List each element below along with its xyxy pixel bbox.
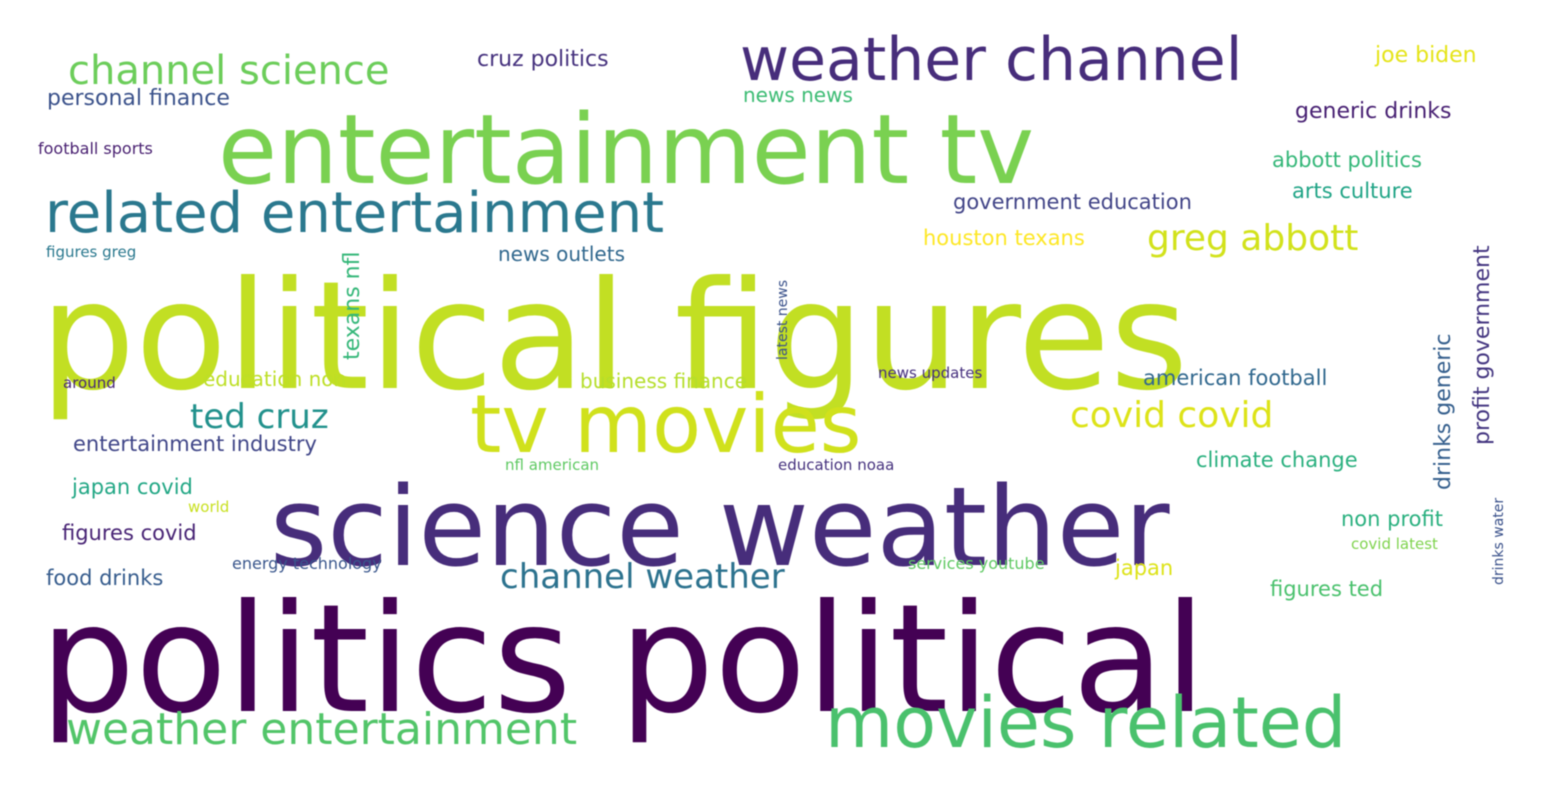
cloud-word: movies related — [825, 682, 1347, 764]
cloud-word: figures covid — [62, 521, 197, 545]
cloud-word: figures greg — [46, 243, 137, 261]
cloud-word: non profit — [1341, 507, 1443, 531]
cloud-word: texans nfl — [340, 251, 365, 360]
cloud-word: japan — [1115, 556, 1174, 580]
cloud-word: covid latest — [1351, 535, 1438, 553]
cloud-word: education noaa — [778, 456, 895, 474]
cloud-word: science weather — [270, 463, 1170, 591]
cloud-word: food drinks — [46, 566, 164, 590]
cloud-word: drinks water — [1491, 497, 1507, 585]
cloud-word: cruz politics — [477, 47, 609, 72]
cloud-word: world — [188, 498, 230, 516]
cloud-word: generic drinks — [1295, 99, 1452, 124]
cloud-word: tv movies — [470, 378, 862, 471]
cloud-word: american football — [1143, 366, 1328, 390]
cloud-word: houston texans — [923, 226, 1085, 250]
cloud-word: news updates — [878, 364, 983, 382]
cloud-word: joe biden — [1375, 43, 1477, 68]
cloud-word: climate change — [1196, 448, 1358, 472]
cloud-word: business finance — [580, 369, 748, 393]
cloud-word: news news — [743, 83, 853, 107]
cloud-word: football sports — [38, 139, 153, 158]
cloud-word: japan covid — [72, 475, 193, 499]
cloud-word: channel science — [68, 48, 390, 94]
cloud-word: related entertainment — [45, 181, 665, 246]
cloud-word: ted cruz — [190, 397, 329, 437]
cloud-word: politics political — [40, 573, 1207, 747]
cloud-word: covid covid — [1070, 395, 1274, 436]
cloud-word: latest news — [775, 279, 791, 360]
cloud-word: weather channel — [740, 25, 1243, 95]
cloud-word: weather entertainment — [66, 704, 578, 755]
cloud-word: abbott politics — [1272, 148, 1422, 172]
cloud-word: news outlets — [498, 242, 625, 266]
cloud-word: services youtube — [908, 554, 1045, 573]
cloud-word: political figures — [40, 250, 1189, 424]
cloud-word: arts culture — [1292, 179, 1413, 203]
cloud-word: profit government — [1470, 245, 1495, 445]
cloud-word: government education — [953, 190, 1192, 214]
cloud-word: channel weather — [500, 557, 785, 597]
cloud-word: personal finance — [47, 86, 230, 111]
cloud-word: education non — [203, 367, 347, 391]
cloud-word: energy technology — [232, 554, 382, 573]
cloud-word: figures ted — [1270, 577, 1384, 601]
cloud-word: around — [63, 374, 116, 392]
cloud-word: nfl american — [505, 456, 600, 474]
cloud-word: entertainment industry — [73, 432, 317, 456]
cloud-word: entertainment tv — [218, 94, 1035, 206]
cloud-word: greg abbott — [1147, 218, 1359, 259]
cloud-word: drinks generic — [1431, 333, 1456, 491]
